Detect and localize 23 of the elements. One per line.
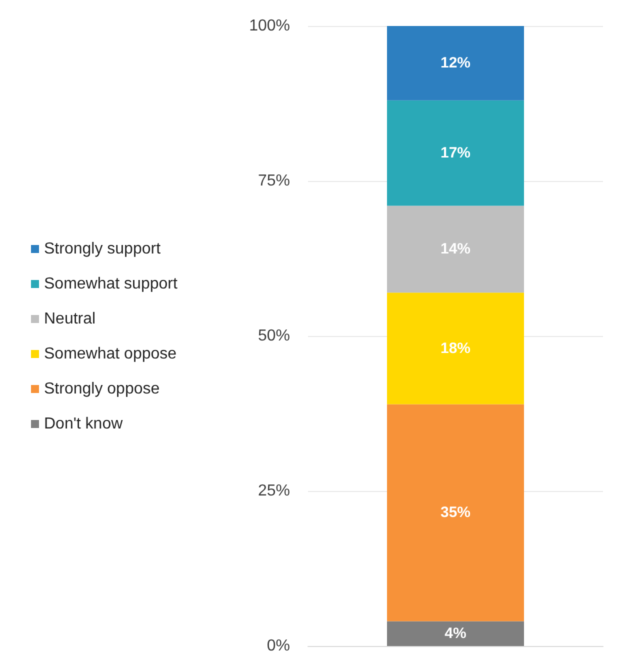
bar (387, 206, 524, 293)
y-tick-label: 100% (249, 18, 290, 34)
legend-label: Somewhat oppose (44, 346, 177, 362)
legend-label: Don't know (44, 416, 124, 432)
legend-label: Strongly oppose (44, 380, 160, 398)
legend-label: Neutral (44, 310, 96, 328)
data-label: 12% (440, 54, 471, 72)
bar (387, 100, 524, 206)
bar (387, 292, 524, 404)
bar (387, 26, 524, 100)
y-tick-label: 75% (258, 172, 290, 190)
y-tick-label: 25% (258, 482, 290, 500)
data-label: 35% (440, 504, 471, 522)
y-tick-label: 0% (266, 638, 290, 654)
data-label: 18% (440, 340, 471, 357)
legend-label: Somewhat support (44, 276, 178, 292)
data-label: 14% (440, 240, 471, 258)
bar (387, 621, 524, 646)
data-label: 17% (440, 144, 471, 162)
y-tick-label: 50% (258, 328, 290, 344)
data-label: 4% (444, 625, 466, 642)
legend-label: Strongly support (44, 240, 162, 258)
bar (387, 404, 524, 622)
